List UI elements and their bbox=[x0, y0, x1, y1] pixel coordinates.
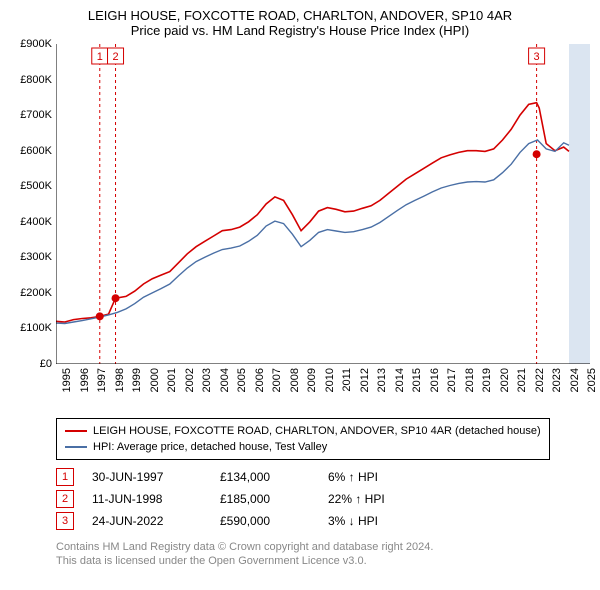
event-date: 30-JUN-1997 bbox=[92, 470, 202, 484]
y-tick-label: £800K bbox=[20, 74, 52, 86]
event-number-box: 1 bbox=[56, 468, 74, 486]
x-tick-label: 2004 bbox=[219, 368, 231, 412]
legend-row-0: LEIGH HOUSE, FOXCOTTE ROAD, CHARLTON, AN… bbox=[65, 423, 541, 439]
x-tick-label: 1995 bbox=[61, 368, 73, 412]
x-tick-label: 2003 bbox=[201, 368, 213, 412]
x-tick-label: 2007 bbox=[271, 368, 283, 412]
legend: LEIGH HOUSE, FOXCOTTE ROAD, CHARLTON, AN… bbox=[56, 418, 550, 460]
x-tick-label: 2013 bbox=[376, 368, 388, 412]
event-row-3: 3 24-JUN-2022 £590,000 3% ↓ HPI bbox=[56, 512, 590, 530]
x-tick-label: 2024 bbox=[569, 368, 581, 412]
y-tick-label: £400K bbox=[20, 216, 52, 228]
x-tick-label: 2019 bbox=[481, 368, 493, 412]
y-tick-label: £900K bbox=[20, 38, 52, 50]
event-price: £185,000 bbox=[220, 492, 310, 506]
y-tick-label: £500K bbox=[20, 180, 52, 192]
footer-line-2: This data is licensed under the Open Gov… bbox=[56, 554, 590, 568]
event-row-2: 2 11-JUN-1998 £185,000 22% ↑ HPI bbox=[56, 490, 590, 508]
legend-swatch bbox=[65, 430, 87, 432]
y-tick-label: £300K bbox=[20, 251, 52, 263]
event-price: £134,000 bbox=[220, 470, 310, 484]
x-tick-label: 2023 bbox=[551, 368, 563, 412]
x-tick-label: 2001 bbox=[166, 368, 178, 412]
x-tick-label: 1996 bbox=[79, 368, 91, 412]
x-tick-label: 2009 bbox=[306, 368, 318, 412]
x-tick-label: 2025 bbox=[586, 368, 598, 412]
event-date: 24-JUN-2022 bbox=[92, 514, 202, 528]
y-tick-label: £700K bbox=[20, 109, 52, 121]
series-blue bbox=[56, 140, 569, 324]
x-tick-label: 2014 bbox=[394, 368, 406, 412]
plot-area: £0 £100K £200K £300K £400K £500K £600K £700K £80… bbox=[10, 44, 590, 412]
title-line-1: LEIGH HOUSE, FOXCOTTE ROAD, CHARLTON, AN… bbox=[10, 8, 590, 23]
footer: Contains HM Land Registry data © Crown c… bbox=[56, 540, 590, 568]
title-line-2: Price paid vs. HM Land Registry's House … bbox=[10, 23, 590, 38]
event-date: 11-JUN-1998 bbox=[92, 492, 202, 506]
event-number-box: 3 bbox=[56, 512, 74, 530]
x-tick-label: 2000 bbox=[149, 368, 161, 412]
legend-label: LEIGH HOUSE, FOXCOTTE ROAD, CHARLTON, AN… bbox=[93, 423, 541, 439]
events-table: 1 30-JUN-1997 £134,000 6% ↑ HPI 2 11-JUN… bbox=[56, 468, 590, 530]
legend-row-1: HPI: Average price, detached house, Test… bbox=[65, 439, 541, 455]
event-num-2: 2 bbox=[112, 51, 118, 63]
legend-swatch bbox=[65, 446, 87, 448]
x-tick-label: 1999 bbox=[131, 368, 143, 412]
event-dot-2 bbox=[112, 294, 120, 302]
event-price: £590,000 bbox=[220, 514, 310, 528]
series-red bbox=[56, 103, 569, 322]
x-tick-label: 1998 bbox=[114, 368, 126, 412]
x-tick-label: 2021 bbox=[516, 368, 528, 412]
x-tick-label: 2002 bbox=[184, 368, 196, 412]
x-tick-label: 2008 bbox=[289, 368, 301, 412]
x-tick-label: 2022 bbox=[534, 368, 546, 412]
event-number-box: 2 bbox=[56, 490, 74, 508]
x-tick-label: 2017 bbox=[446, 368, 458, 412]
event-row-1: 1 30-JUN-1997 £134,000 6% ↑ HPI bbox=[56, 468, 590, 486]
x-tick-label: 2006 bbox=[254, 368, 266, 412]
x-tick-label: 2018 bbox=[464, 368, 476, 412]
event-pct: 3% ↓ HPI bbox=[328, 514, 438, 528]
y-tick-label: £100K bbox=[20, 322, 52, 334]
x-tick-label: 2016 bbox=[429, 368, 441, 412]
x-tick-label: 2015 bbox=[411, 368, 423, 412]
x-tick-label: 2010 bbox=[324, 368, 336, 412]
titles: LEIGH HOUSE, FOXCOTTE ROAD, CHARLTON, AN… bbox=[10, 8, 590, 38]
x-tick-label: 2011 bbox=[341, 368, 353, 412]
event-dot-1 bbox=[96, 312, 104, 320]
event-pct: 22% ↑ HPI bbox=[328, 492, 438, 506]
chart-svg: 12 3 bbox=[56, 44, 590, 364]
y-tick-label: £200K bbox=[20, 287, 52, 299]
event-dot-3 bbox=[533, 150, 541, 158]
y-tick-label: £0 bbox=[40, 358, 52, 370]
future-shade bbox=[569, 44, 590, 364]
event-pct: 6% ↑ HPI bbox=[328, 470, 438, 484]
footer-line-1: Contains HM Land Registry data © Crown c… bbox=[56, 540, 590, 554]
legend-label: HPI: Average price, detached house, Test… bbox=[93, 439, 327, 455]
x-tick-label: 2005 bbox=[236, 368, 248, 412]
y-tick-label: £600K bbox=[20, 145, 52, 157]
x-tick-label: 2020 bbox=[499, 368, 511, 412]
event-num-3: 3 bbox=[534, 51, 540, 63]
chart-container: LEIGH HOUSE, FOXCOTTE ROAD, CHARLTON, AN… bbox=[0, 0, 600, 574]
x-tick-label: 1997 bbox=[96, 368, 108, 412]
event-num-1: 1 bbox=[97, 51, 103, 63]
x-tick-label: 2012 bbox=[359, 368, 371, 412]
